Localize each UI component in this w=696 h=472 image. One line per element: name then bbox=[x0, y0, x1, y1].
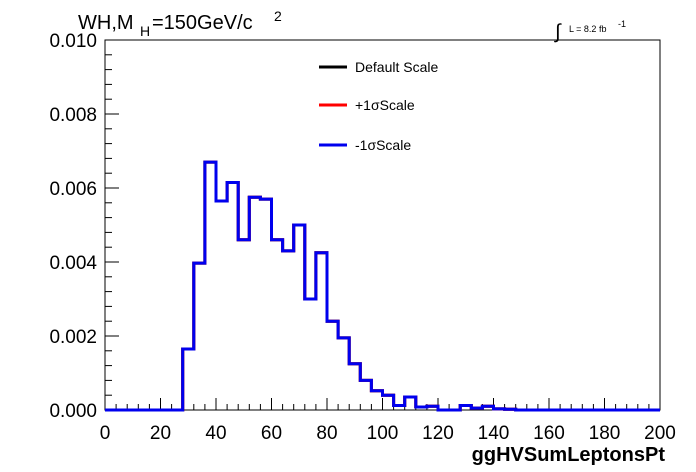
chart-title-rest: =150GeV/c bbox=[152, 12, 253, 34]
x-tick-label: 180 bbox=[589, 423, 621, 444]
y-tick-label: 0.010 bbox=[49, 31, 97, 52]
y-tick-label: 0.000 bbox=[49, 401, 97, 422]
x-tick-label: 160 bbox=[533, 423, 565, 444]
legend: Default Scale +1σScale -1σScale bbox=[319, 59, 438, 153]
x-tick-label: 100 bbox=[367, 423, 399, 444]
legend-entry-label: -1σScale bbox=[355, 137, 411, 153]
x-tick-label: 120 bbox=[422, 423, 454, 444]
x-axis-label: ggHVSumLeptonsPt bbox=[472, 444, 666, 466]
x-tick-label: 20 bbox=[150, 423, 171, 444]
series-group bbox=[105, 160, 660, 412]
chart-title-main: WH,M bbox=[78, 12, 134, 34]
plot-frame bbox=[104, 39, 661, 411]
lumi-integral-symbol: ∫ bbox=[554, 21, 562, 43]
series-line bbox=[105, 160, 660, 412]
series-line bbox=[105, 160, 660, 412]
y-tick-label: 0.008 bbox=[49, 105, 97, 126]
x-tick-label: 200 bbox=[644, 423, 676, 444]
x-tick-label: 140 bbox=[478, 423, 510, 444]
y-axis: 0.000 0.002 0.004 0.006 0.008 0.010 bbox=[49, 31, 119, 422]
chart-title-subscript: H bbox=[140, 23, 150, 39]
lumi-superscript: -1 bbox=[618, 19, 626, 29]
x-axis: 0 20 40 60 80 100 120 140 160 180 200 bbox=[100, 398, 676, 444]
x-tick-label: 0 bbox=[100, 423, 111, 444]
chart-title-superscript: 2 bbox=[274, 8, 282, 24]
x-tick-label: 60 bbox=[261, 423, 282, 444]
y-tick-label: 0.004 bbox=[49, 253, 97, 274]
x-tick-label: 80 bbox=[316, 423, 337, 444]
legend-entry-label: +1σScale bbox=[355, 97, 415, 113]
series-line bbox=[105, 160, 660, 412]
x-tick-label: 40 bbox=[205, 423, 226, 444]
legend-entry-label: Default Scale bbox=[355, 59, 438, 75]
y-tick-label: 0.002 bbox=[49, 327, 97, 348]
y-tick-label: 0.006 bbox=[49, 179, 97, 200]
lumi-label: L = 8.2 fb bbox=[569, 24, 606, 34]
